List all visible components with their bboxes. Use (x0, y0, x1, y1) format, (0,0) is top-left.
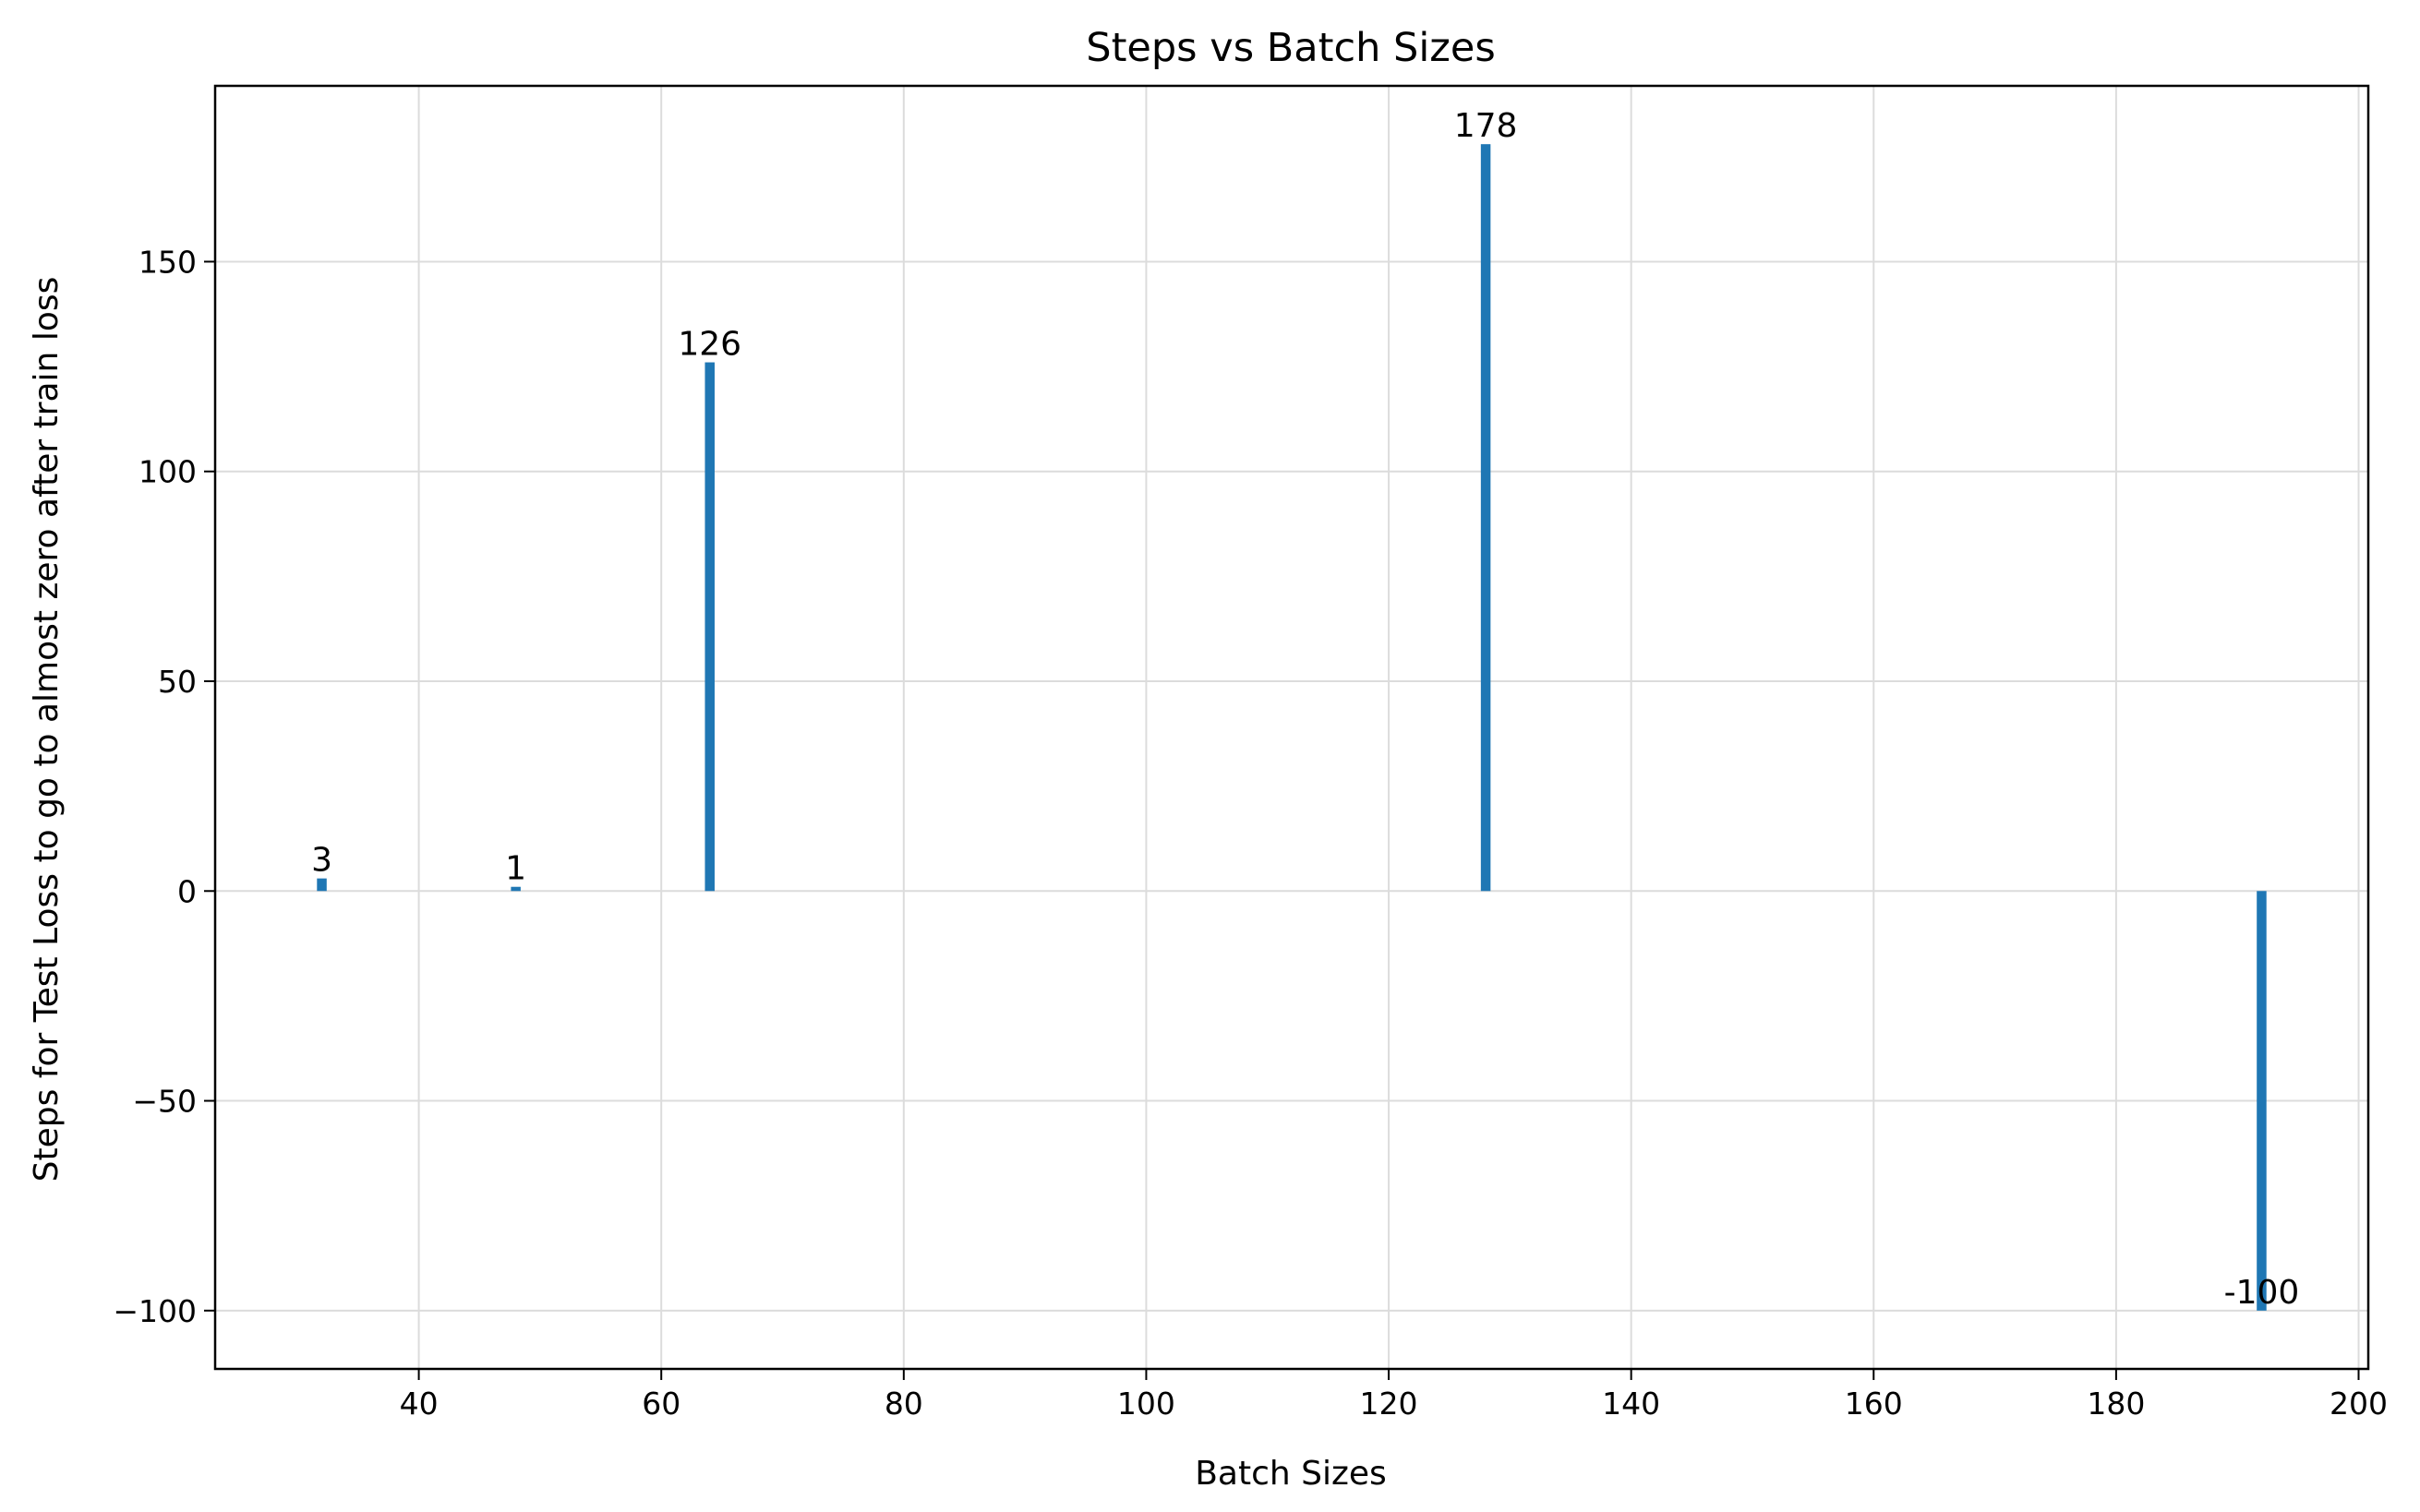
bar-value-label: 3 (311, 842, 332, 880)
x-tick-label: 160 (1845, 1386, 1903, 1422)
y-axis-title: Steps for Test Loss to go to almost zero… (28, 277, 66, 1182)
x-tick-label: 140 (1602, 1386, 1660, 1422)
y-tick-label: −50 (132, 1084, 197, 1120)
x-tick-label: 60 (642, 1386, 680, 1422)
bar (317, 878, 327, 892)
y-tick-label: 50 (158, 664, 197, 700)
x-axis-title: Batch Sizes (1195, 1455, 1387, 1493)
bar-value-label: 1 (505, 850, 526, 888)
bar (2257, 891, 2267, 1311)
y-tick-label: −100 (113, 1293, 197, 1329)
bar (511, 886, 521, 892)
axis-ticks: 40 60 80 100 120 140 160 180 200 −100 −50 0 50 100 150 (113, 244, 2388, 1422)
bar-value-label: 178 (1454, 107, 1518, 145)
y-tick-label: 0 (177, 873, 197, 909)
x-tick-label: 180 (2087, 1386, 2145, 1422)
y-tick-label: 150 (138, 244, 197, 280)
bar-value-label: -100 (2224, 1274, 2300, 1312)
grid-lines (215, 86, 2368, 1369)
plot-area-frame (213, 84, 2370, 1371)
chart-title: Steps vs Batch Sizes (1086, 25, 1495, 71)
bar (704, 362, 715, 892)
y-tick-label: 100 (138, 454, 197, 490)
x-tick-label: 40 (400, 1386, 439, 1422)
bars (317, 144, 2267, 1311)
x-tick-label: 120 (1360, 1386, 1418, 1422)
bar (1480, 144, 1491, 892)
x-tick-label: 200 (2330, 1386, 2388, 1422)
x-tick-label: 80 (885, 1386, 923, 1422)
bar-value-labels: 3 1 126 178 -100 (311, 107, 2299, 1312)
bar-value-label: 126 (678, 326, 741, 364)
x-tick-label: 100 (1117, 1386, 1175, 1422)
